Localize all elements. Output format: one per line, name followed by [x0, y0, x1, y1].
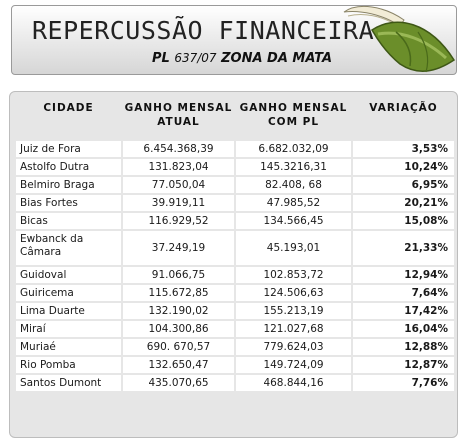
cell-ganho-atual: 77.050,04 [121, 175, 236, 195]
cell-ganho-atual: 115.672,85 [121, 283, 236, 303]
cell-ganho-atual: 116.929,52 [121, 211, 236, 231]
cell-cidade: Guiricema [14, 283, 123, 303]
cell-ganho-com-pl: 155.213,19 [234, 301, 353, 321]
cell-ganho-com-pl: 47.985,52 [234, 193, 353, 213]
cell-cidade: Muriaé [14, 337, 123, 357]
table-row: Muriaé 690. 670,57 779.624,03 12,88% [14, 337, 456, 357]
cell-cidade: Guidoval [14, 265, 123, 285]
page-title: REPERCUSSÃO FINANCEIRA [32, 16, 375, 45]
cell-variacao: 21,33% [351, 229, 456, 267]
table-row: Lima Duarte 132.190,02 155.213,19 17,42% [14, 301, 456, 321]
cell-ganho-com-pl: 145.3216,31 [234, 157, 353, 177]
cell-variacao: 17,42% [351, 301, 456, 321]
cell-ganho-atual: 6.454.368,39 [121, 139, 236, 159]
cell-variacao: 20,21% [351, 193, 456, 213]
cell-ganho-atual: 131.823,04 [121, 157, 236, 177]
cell-variacao: 16,04% [351, 319, 456, 339]
cell-cidade: Miraí [14, 319, 123, 339]
cell-ganho-atual: 690. 670,57 [121, 337, 236, 357]
cell-ganho-com-pl: 124.506,63 [234, 283, 353, 303]
cell-ganho-com-pl: 6.682.032,09 [234, 139, 353, 159]
cell-ganho-com-pl: 121.027,68 [234, 319, 353, 339]
cell-variacao: 7,76% [351, 373, 456, 393]
column-header-ganho-com-pl: GANHO MENSAL COM PL [239, 102, 348, 128]
cell-ganho-atual: 435.070,65 [121, 373, 236, 393]
column-header-cidade: CIDADE [43, 102, 94, 114]
table-row: Guidoval 91.066,75 102.853,72 12,94% [14, 265, 456, 285]
cell-cidade: Astolfo Dutra [14, 157, 123, 177]
cell-ganho-com-pl: 82.408, 68 [234, 175, 353, 195]
table-row: Ewbanck da Câmara 37.249,19 45.193,01 21… [14, 229, 456, 267]
table-row: Bicas 116.929,52 134.566,45 15,08% [14, 211, 456, 231]
cell-cidade: Bias Fortes [14, 193, 123, 213]
cell-variacao: 3,53% [351, 139, 456, 159]
cell-variacao: 12,87% [351, 355, 456, 375]
cell-ganho-atual: 39.919,11 [121, 193, 236, 213]
column-header-variacao: VARIAÇÃO [369, 102, 438, 114]
feathered-hat-icon [343, 6, 456, 73]
column-header-ganho-atual: GANHO MENSAL ATUAL [124, 102, 233, 128]
cell-variacao: 7,64% [351, 283, 456, 303]
table-row: Rio Pomba 132.650,47 149.724,09 12,87% [14, 355, 456, 375]
table-row: Guiricema 115.672,85 124.506,63 7,64% [14, 283, 456, 303]
cell-ganho-com-pl: 149.724,09 [234, 355, 353, 375]
cell-cidade: Santos Dumont [14, 373, 123, 393]
cell-ganho-atual: 37.249,19 [121, 229, 236, 267]
table-row: Belmiro Braga 77.050,04 82.408, 68 6,95% [14, 175, 456, 195]
cell-ganho-com-pl: 45.193,01 [234, 229, 353, 267]
cell-ganho-atual: 91.066,75 [121, 265, 236, 285]
cell-cidade: Rio Pomba [14, 355, 123, 375]
cell-cidade: Lima Duarte [14, 301, 123, 321]
subtitle-number: 637/07 [174, 51, 217, 65]
financial-table: CIDADE GANHO MENSAL ATUAL GANHO MENSAL C… [14, 99, 456, 393]
cell-ganho-atual: 132.190,02 [121, 301, 236, 321]
table-row: Miraí 104.300,86 121.027,68 16,04% [14, 319, 456, 339]
subtitle-prefix: PL [152, 51, 170, 66]
cell-ganho-com-pl: 102.853,72 [234, 265, 353, 285]
cell-variacao: 6,95% [351, 175, 456, 195]
table-header-row: CIDADE GANHO MENSAL ATUAL GANHO MENSAL C… [15, 99, 455, 140]
cell-variacao: 15,08% [351, 211, 456, 231]
cell-ganho-com-pl: 134.566,45 [234, 211, 353, 231]
cell-cidade: Belmiro Braga [14, 175, 123, 195]
subtitle-region: ZONA DA MATA [221, 51, 333, 66]
table-row: Astolfo Dutra 131.823,04 145.3216,31 10,… [14, 157, 456, 177]
cell-variacao: 12,94% [351, 265, 456, 285]
page-subtitle: PL 637/07 ZONA DA MATA [152, 51, 332, 66]
table-row: Bias Fortes 39.919,11 47.985,52 20,21% [14, 193, 456, 213]
cell-cidade: Ewbanck da Câmara [14, 229, 123, 267]
cell-variacao: 10,24% [351, 157, 456, 177]
cell-variacao: 12,88% [351, 337, 456, 357]
cell-ganho-atual: 132.650,47 [121, 355, 236, 375]
cell-cidade: Juiz de Fora [14, 139, 123, 159]
table-row: Santos Dumont 435.070,65 468.844,16 7,76… [14, 373, 456, 393]
cell-cidade: Bicas [14, 211, 123, 231]
table-row: Juiz de Fora 6.454.368,39 6.682.032,09 3… [14, 139, 456, 159]
cell-ganho-com-pl: 468.844,16 [234, 373, 353, 393]
cell-ganho-atual: 104.300,86 [121, 319, 236, 339]
cell-ganho-com-pl: 779.624,03 [234, 337, 353, 357]
